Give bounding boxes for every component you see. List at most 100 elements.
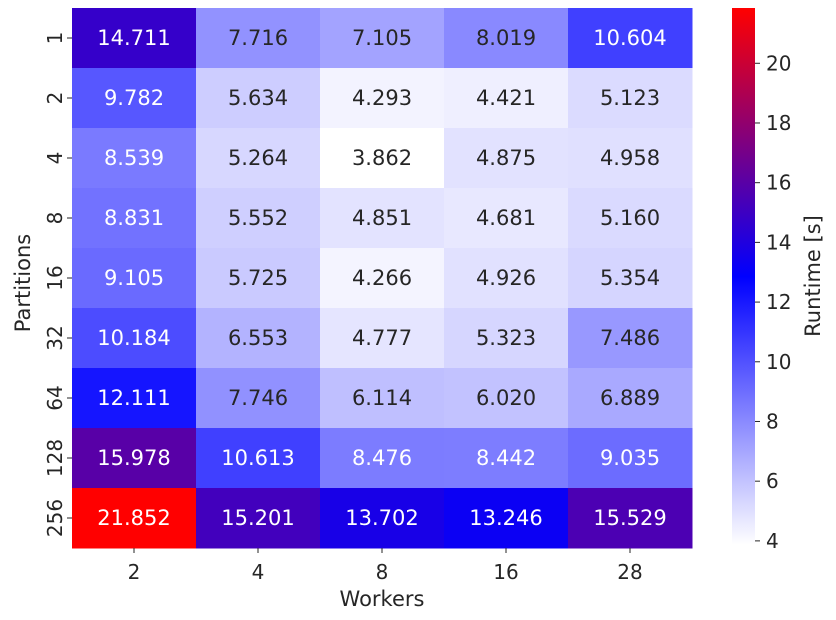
heatmap-cell-value: 10.613 xyxy=(221,446,294,470)
colorbar-tick-label: 4 xyxy=(766,529,779,553)
heatmap-cell xyxy=(72,8,197,69)
heatmap-cell-value: 13.246 xyxy=(469,506,542,530)
heatmap-cell xyxy=(568,308,693,369)
y-axis-ticks: 1 2 4 8 16 32 64 128 256 xyxy=(43,32,72,537)
heatmap-cell-value: 15.529 xyxy=(593,506,666,530)
heatmap-cell-value: 7.746 xyxy=(228,386,288,410)
x-tick-label: 16 xyxy=(493,560,518,584)
colorbar-tick-label: 14 xyxy=(766,230,791,254)
heatmap-value-labels: 14.711 7.716 7.105 8.019 10.604 9.782 5.634 4.2… xyxy=(97,26,666,530)
heatmap-cell-value: 5.264 xyxy=(228,146,288,170)
colorbar-title: Runtime [s] xyxy=(801,215,825,337)
heatmap-cell-value: 9.105 xyxy=(104,266,164,290)
y-tick-label: 64 xyxy=(43,385,67,410)
heatmap-cell xyxy=(320,428,445,489)
heatmap-cell xyxy=(568,248,693,309)
heatmap-cell xyxy=(568,68,693,129)
y-tick-label: 4 xyxy=(43,152,67,165)
heatmap-cell-value: 8.831 xyxy=(104,206,164,230)
heatmap-cell xyxy=(568,488,693,549)
heatmap-cell-value: 6.020 xyxy=(476,386,536,410)
heatmap-cell xyxy=(320,68,445,129)
colorbar xyxy=(732,8,755,545)
heatmap-cell-value: 3.862 xyxy=(352,146,412,170)
heatmap-cell-value: 13.702 xyxy=(345,506,418,530)
heatmap-cell-value: 4.421 xyxy=(476,86,536,110)
heatmap-cell-value: 4.958 xyxy=(600,146,660,170)
x-axis-ticks: 2 4 8 16 28 xyxy=(128,548,643,584)
heatmap-cell xyxy=(444,128,569,189)
colorbar-tick-label: 10 xyxy=(766,350,791,374)
heatmap-cell xyxy=(72,428,197,489)
y-tick-label: 2 xyxy=(43,92,67,105)
heatmap-cell xyxy=(72,368,197,429)
x-tick-label: 8 xyxy=(376,560,389,584)
heatmap-cell xyxy=(444,188,569,249)
heatmap-cell-value: 10.604 xyxy=(593,26,666,50)
x-tick-label: 4 xyxy=(252,560,265,584)
heatmap-cell xyxy=(196,8,321,69)
heatmap-cell-value: 8.476 xyxy=(352,446,412,470)
heatmap-cell xyxy=(568,368,693,429)
y-tick-label: 256 xyxy=(43,499,67,537)
colorbar-tick-label: 8 xyxy=(766,409,779,433)
heatmap-cell xyxy=(444,8,569,69)
heatmap-cell-value: 5.354 xyxy=(600,266,660,290)
heatmap-cell-value: 4.926 xyxy=(476,266,536,290)
heatmap-cell-value: 4.851 xyxy=(352,206,412,230)
heatmap-cell-value: 5.160 xyxy=(600,206,660,230)
heatmap-cell xyxy=(72,488,197,549)
heatmap-cell-value: 12.111 xyxy=(97,386,170,410)
y-tick-label: 128 xyxy=(43,439,67,477)
heatmap-cell-value: 4.875 xyxy=(476,146,536,170)
heatmap-cell-value: 4.266 xyxy=(352,266,412,290)
heatmap-cell xyxy=(320,308,445,369)
heatmap-cell xyxy=(72,248,197,309)
colorbar-ticks: 4 6 8 10 12 14 16 18 20 xyxy=(755,51,791,553)
heatmap-cell-value: 14.711 xyxy=(97,26,170,50)
heatmap-cell-value: 7.716 xyxy=(228,26,288,50)
heatmap-cell-value: 10.184 xyxy=(97,326,170,350)
colorbar-tick-label: 6 xyxy=(766,469,779,493)
heatmap-cell xyxy=(196,248,321,309)
heatmap-cell xyxy=(444,248,569,309)
y-axis-title: Partitions xyxy=(11,234,35,332)
heatmap-cell-value: 5.323 xyxy=(476,326,536,350)
heatmap-cell-value: 6.889 xyxy=(600,386,660,410)
heatmap-cell-value: 8.442 xyxy=(476,446,536,470)
heatmap-cell xyxy=(72,188,197,249)
heatmap-cell xyxy=(320,8,445,69)
heatmap-cell xyxy=(320,488,445,549)
heatmap-cell xyxy=(444,68,569,129)
heatmap-cell xyxy=(72,308,197,369)
y-tick-label: 32 xyxy=(43,325,67,350)
heatmap-cell xyxy=(320,368,445,429)
heatmap-cell xyxy=(196,188,321,249)
heatmap-cell-value: 6.553 xyxy=(228,326,288,350)
heatmap-cell-value: 8.539 xyxy=(104,146,164,170)
heatmap-cell-value: 15.978 xyxy=(97,446,170,470)
heatmap-cells xyxy=(72,8,693,549)
x-tick-label: 2 xyxy=(128,560,141,584)
heatmap-cell xyxy=(444,368,569,429)
heatmap-cell-value: 4.681 xyxy=(476,206,536,230)
heatmap-cell xyxy=(196,488,321,549)
x-axis-title: Workers xyxy=(340,587,425,611)
colorbar-tick-label: 18 xyxy=(766,111,791,135)
heatmap-cell xyxy=(196,428,321,489)
heatmap-cell-value: 9.035 xyxy=(600,446,660,470)
heatmap-cell xyxy=(444,308,569,369)
heatmap-cell xyxy=(444,428,569,489)
heatmap-cell xyxy=(320,128,445,189)
heatmap-cell xyxy=(72,68,197,129)
heatmap-cell xyxy=(568,128,693,189)
heatmap-cell xyxy=(72,128,197,189)
colorbar-tick-label: 20 xyxy=(766,51,791,75)
heatmap-cell-value: 5.725 xyxy=(228,266,288,290)
heatmap-cell xyxy=(568,188,693,249)
heatmap-cell xyxy=(320,188,445,249)
colorbar-tick-label: 12 xyxy=(766,290,791,314)
heatmap-cell xyxy=(196,308,321,369)
heatmap-cell xyxy=(196,368,321,429)
